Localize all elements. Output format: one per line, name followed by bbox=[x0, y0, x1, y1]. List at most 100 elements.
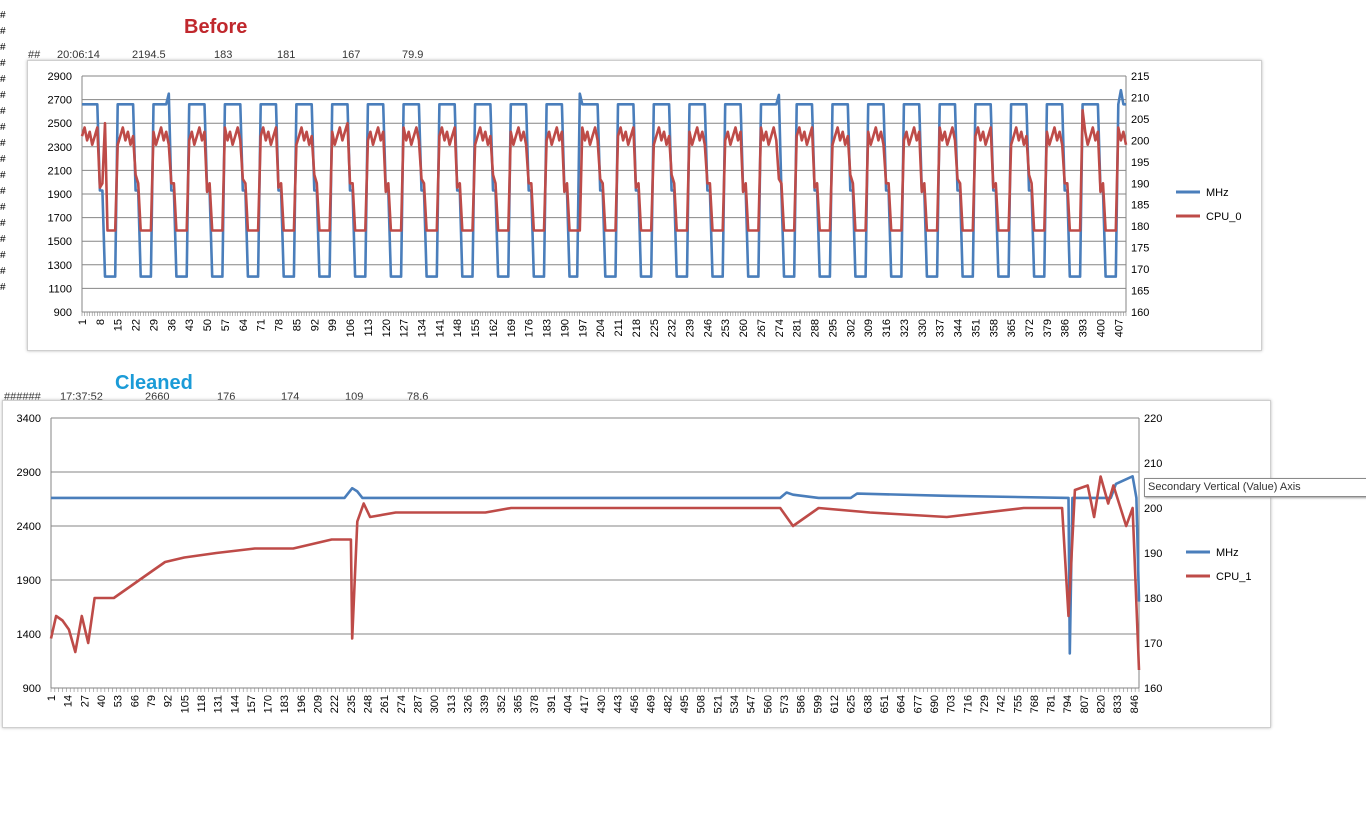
row-marker: # bbox=[0, 74, 6, 85]
y-right-tick-label: 200 bbox=[1131, 135, 1149, 147]
x-tick-label: 407 bbox=[1113, 319, 1125, 337]
x-tick-label: 807 bbox=[1079, 695, 1091, 713]
row-marker: # bbox=[0, 58, 6, 69]
y-right-tick-label: 205 bbox=[1131, 114, 1149, 126]
x-tick-label: 131 bbox=[213, 695, 225, 713]
series-line-cpu_0 bbox=[80, 109, 1128, 232]
x-tick-label: 36 bbox=[166, 319, 178, 331]
x-tick-label: 495 bbox=[679, 695, 691, 713]
x-tick-label: 261 bbox=[379, 695, 391, 713]
chart-before-frame[interactable]: 900 1100 1300 1500 1700 1900 2100 2300 2500 2700 2… bbox=[27, 60, 1262, 351]
x-tick-label: 1 bbox=[77, 319, 89, 325]
x-tick-label: 612 bbox=[829, 695, 841, 713]
y-left-tick-label: 2300 bbox=[48, 142, 72, 154]
x-tick-label: 846 bbox=[1129, 695, 1141, 713]
x-tick-label: 197 bbox=[577, 319, 589, 337]
x-tick-label: 323 bbox=[899, 319, 911, 337]
row-marker-column: # # # # # # # # # # # # # # # # # # bbox=[0, 8, 12, 296]
legend-label: CPU_0 bbox=[1206, 211, 1241, 223]
x-tick-label: 248 bbox=[363, 695, 375, 713]
x-tick-label: 288 bbox=[810, 319, 822, 337]
row-marker: # bbox=[0, 122, 6, 133]
y-right-tick-label: 195 bbox=[1131, 157, 1149, 169]
x-tick-label: 379 bbox=[1042, 319, 1054, 337]
x-tick-label: 211 bbox=[613, 319, 625, 337]
x-tick-label: 15 bbox=[113, 319, 125, 331]
y-left-tick-label: 2900 bbox=[17, 467, 41, 479]
x-tick-label: 144 bbox=[229, 695, 241, 713]
x-tick-label: 253 bbox=[720, 319, 732, 337]
y-right-tick-label: 190 bbox=[1131, 178, 1149, 190]
x-tick-label: 106 bbox=[345, 319, 357, 337]
y-right-tick-label: 180 bbox=[1131, 221, 1149, 233]
x-tick-label: 365 bbox=[512, 695, 524, 713]
x-tick-label: 794 bbox=[1062, 695, 1074, 713]
x-tick-label: 235 bbox=[346, 695, 358, 713]
x-tick-label: 703 bbox=[946, 695, 958, 713]
x-tick-label: 677 bbox=[912, 695, 924, 713]
x-tick-label: 170 bbox=[263, 695, 275, 713]
x-tick-label: 169 bbox=[506, 319, 518, 337]
x-tick-label: 443 bbox=[612, 695, 624, 713]
x-tick-label: 302 bbox=[845, 319, 857, 337]
x-tick-label: 690 bbox=[929, 695, 941, 713]
x-tick-label: 352 bbox=[496, 695, 508, 713]
y-right-tick-label: 170 bbox=[1131, 264, 1149, 276]
x-tick-label: 8 bbox=[95, 319, 107, 325]
cell-marker: ## bbox=[28, 49, 41, 61]
x-tick-label: 120 bbox=[381, 319, 393, 337]
x-tick-label: 246 bbox=[702, 319, 714, 337]
y-right-tick-label: 200 bbox=[1144, 503, 1162, 515]
x-tick-label: 183 bbox=[279, 695, 291, 713]
y-right-tick-label: 215 bbox=[1131, 71, 1149, 83]
row-marker: # bbox=[0, 170, 6, 181]
x-tick-label: 287 bbox=[413, 695, 425, 713]
y-left-tick-label: 3400 bbox=[17, 413, 41, 425]
chart-cleaned-frame[interactable]: 900 1400 1900 2400 2900 3400 160 170 180 190 200 21… bbox=[2, 400, 1271, 728]
chart-cleaned: 900 1400 1900 2400 2900 3400 160 170 180 190 200 21… bbox=[17, 413, 1252, 713]
x-tick-label: 43 bbox=[184, 319, 196, 331]
x-tick-label: 372 bbox=[1024, 319, 1036, 337]
x-tick-label: 105 bbox=[179, 695, 191, 713]
x-tick-label: 22 bbox=[131, 319, 143, 331]
x-tick-label: 53 bbox=[113, 695, 125, 707]
x-tick-label: 113 bbox=[363, 319, 375, 337]
y-left-tick-label: 2700 bbox=[48, 95, 72, 107]
y-left-tick-label: 2500 bbox=[48, 118, 72, 130]
x-tick-label: 274 bbox=[774, 319, 786, 337]
row-marker: # bbox=[0, 218, 6, 229]
x-tick-label: 393 bbox=[1078, 319, 1090, 337]
y-left-tick-label: 1700 bbox=[48, 213, 72, 225]
x-tick-label: 85 bbox=[291, 319, 303, 331]
series-line-mhz bbox=[82, 88, 1126, 278]
y-left-tick-label: 900 bbox=[54, 307, 72, 319]
y-left-tick-label: 1900 bbox=[48, 189, 72, 201]
x-tick-label: 400 bbox=[1095, 319, 1107, 337]
x-tick-label: 404 bbox=[562, 695, 574, 713]
x-tick-label: 218 bbox=[631, 319, 643, 337]
y-left-tick-label: 1500 bbox=[48, 236, 72, 248]
x-tick-label: 209 bbox=[313, 695, 325, 713]
x-tick-label: 316 bbox=[881, 319, 893, 337]
x-tick-label: 358 bbox=[988, 319, 1000, 337]
x-tick-label: 417 bbox=[579, 695, 591, 713]
x-tick-label: 586 bbox=[796, 695, 808, 713]
x-tick-label: 386 bbox=[1060, 319, 1072, 337]
x-tick-label: 295 bbox=[827, 319, 839, 337]
x-tick-label: 313 bbox=[446, 695, 458, 713]
x-tick-label: 66 bbox=[129, 695, 141, 707]
row-marker: # bbox=[0, 90, 6, 101]
cell-value: 79.9 bbox=[402, 49, 424, 61]
y-left-tick-label: 2100 bbox=[48, 165, 72, 177]
x-tick-label: 625 bbox=[846, 695, 858, 713]
x-tick-label: 57 bbox=[220, 319, 232, 331]
row-marker: # bbox=[0, 42, 6, 53]
x-tick-label: 534 bbox=[729, 695, 741, 713]
y-right-tick-label: 160 bbox=[1131, 307, 1149, 319]
row-marker: # bbox=[0, 282, 6, 293]
x-tick-label: 92 bbox=[309, 319, 321, 331]
x-tick-label: 456 bbox=[629, 695, 641, 713]
y-right-tick-label: 190 bbox=[1144, 548, 1162, 560]
x-tick-label: 768 bbox=[1029, 695, 1041, 713]
cell-value: 167 bbox=[342, 49, 361, 61]
